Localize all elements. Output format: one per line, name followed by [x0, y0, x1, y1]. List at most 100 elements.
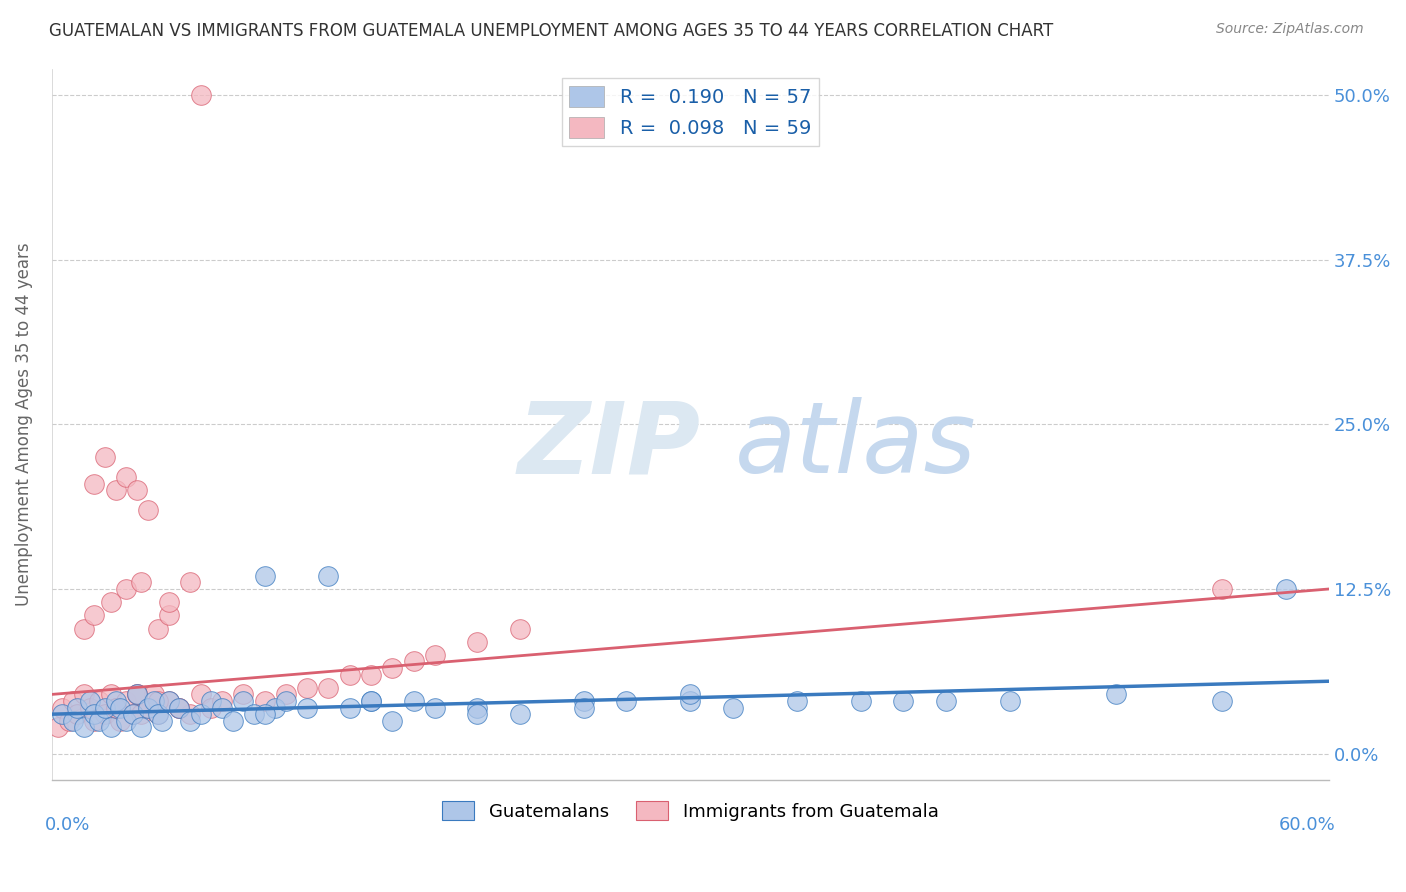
Point [381, 714, 404, 728]
Text: Source: ZipAtlas.com: Source: ZipAtlas.com [1216, 22, 1364, 37]
Point [115, 714, 138, 728]
Point [381, 661, 404, 675]
Point [79, 700, 101, 714]
Point [129, 575, 152, 590]
Point [274, 694, 297, 708]
Point [200, 700, 222, 714]
Point [73, 622, 96, 636]
Point [58, 714, 80, 728]
Point [46, 720, 69, 734]
Point [121, 707, 143, 722]
Point [129, 720, 152, 734]
Point [157, 608, 180, 623]
Point [108, 700, 131, 714]
Point [115, 470, 138, 484]
Point [179, 707, 201, 722]
Point [360, 694, 382, 708]
Point [62, 714, 84, 728]
Point [360, 694, 382, 708]
Point [142, 694, 165, 708]
Point [115, 694, 138, 708]
Point [339, 667, 361, 681]
Point [190, 707, 212, 722]
Point [467, 634, 489, 648]
Point [211, 700, 233, 714]
Point [66, 707, 89, 722]
Point [253, 694, 276, 708]
Y-axis label: Unemployment Among Ages 35 to 44 years: Unemployment Among Ages 35 to 44 years [15, 243, 32, 606]
Point [87, 714, 110, 728]
Point [94, 707, 117, 722]
Point [572, 694, 595, 708]
Point [121, 707, 143, 722]
Point [679, 694, 702, 708]
Text: 0.0%: 0.0% [45, 815, 91, 834]
Point [87, 694, 110, 708]
Point [679, 687, 702, 701]
Point [509, 622, 531, 636]
Text: atlas: atlas [735, 397, 977, 494]
Point [129, 707, 152, 722]
Point [467, 707, 489, 722]
Point [51, 700, 73, 714]
Point [157, 694, 180, 708]
Point [79, 694, 101, 708]
Point [66, 700, 89, 714]
Point [295, 681, 318, 695]
Point [1211, 582, 1233, 596]
Point [190, 687, 212, 701]
Point [935, 694, 957, 708]
Point [849, 694, 872, 708]
Point [104, 700, 127, 714]
Point [243, 707, 266, 722]
Point [83, 707, 105, 722]
Point [721, 700, 744, 714]
Point [169, 700, 191, 714]
Point [146, 622, 169, 636]
Point [100, 595, 122, 609]
Point [211, 694, 233, 708]
Point [108, 714, 131, 728]
Point [200, 694, 222, 708]
Point [136, 503, 159, 517]
Point [253, 707, 276, 722]
Point [104, 694, 127, 708]
Text: 60.0%: 60.0% [1278, 815, 1336, 834]
Point [339, 700, 361, 714]
Point [73, 720, 96, 734]
Point [169, 700, 191, 714]
Point [157, 595, 180, 609]
Point [142, 687, 165, 701]
Point [51, 707, 73, 722]
Point [94, 450, 117, 465]
Point [152, 714, 174, 728]
Point [402, 655, 425, 669]
Point [169, 700, 191, 714]
Point [264, 700, 287, 714]
Point [232, 694, 254, 708]
Point [146, 707, 169, 722]
Point [274, 687, 297, 701]
Point [104, 483, 127, 498]
Point [318, 681, 340, 695]
Point [318, 569, 340, 583]
Point [136, 700, 159, 714]
Point [100, 720, 122, 734]
Point [1105, 687, 1128, 701]
Text: GUATEMALAN VS IMMIGRANTS FROM GUATEMALA UNEMPLOYMENT AMONG AGES 35 TO 44 YEARS C: GUATEMALAN VS IMMIGRANTS FROM GUATEMALA … [49, 22, 1053, 40]
Point [157, 694, 180, 708]
Point [115, 582, 138, 596]
Point [100, 687, 122, 701]
Point [402, 694, 425, 708]
Point [146, 694, 169, 708]
Point [295, 700, 318, 714]
Point [1211, 694, 1233, 708]
Point [998, 694, 1021, 708]
Point [136, 700, 159, 714]
Point [94, 700, 117, 714]
Point [1275, 582, 1298, 596]
Point [179, 575, 201, 590]
Text: ZIP: ZIP [517, 397, 700, 494]
Point [423, 648, 446, 662]
Point [232, 687, 254, 701]
